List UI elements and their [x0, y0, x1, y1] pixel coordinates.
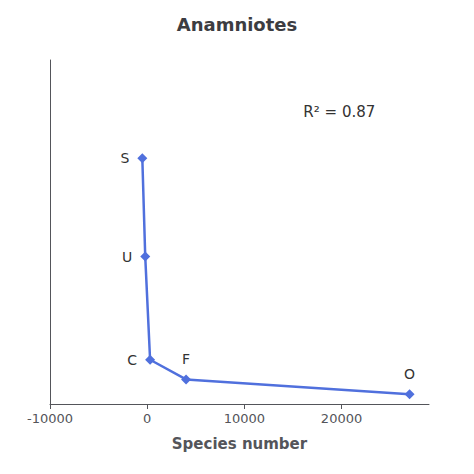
svg-text:R² = 0.87: R² = 0.87: [303, 103, 375, 121]
svg-text:S: S: [120, 150, 129, 166]
svg-text:U: U: [122, 249, 132, 265]
svg-text:Species number: Species number: [172, 435, 308, 453]
svg-text:O: O: [404, 366, 415, 382]
svg-text:-10000: -10000: [27, 411, 73, 426]
svg-text:C: C: [127, 352, 137, 368]
svg-text:Anamniotes: Anamniotes: [177, 14, 298, 35]
svg-text:F: F: [182, 351, 190, 367]
svg-text:10000: 10000: [224, 411, 265, 426]
svg-text:20000: 20000: [321, 411, 362, 426]
svg-text:0: 0: [143, 411, 151, 426]
